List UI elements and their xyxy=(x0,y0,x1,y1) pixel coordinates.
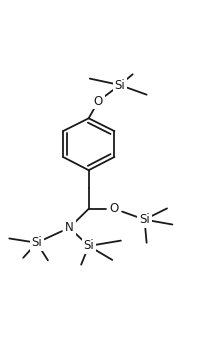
Text: Si: Si xyxy=(31,236,42,249)
Text: O: O xyxy=(110,202,119,215)
Text: Si: Si xyxy=(139,213,150,226)
Text: Si: Si xyxy=(83,239,94,253)
Text: Si: Si xyxy=(114,79,125,91)
Text: N: N xyxy=(65,221,74,234)
Text: O: O xyxy=(94,94,103,108)
